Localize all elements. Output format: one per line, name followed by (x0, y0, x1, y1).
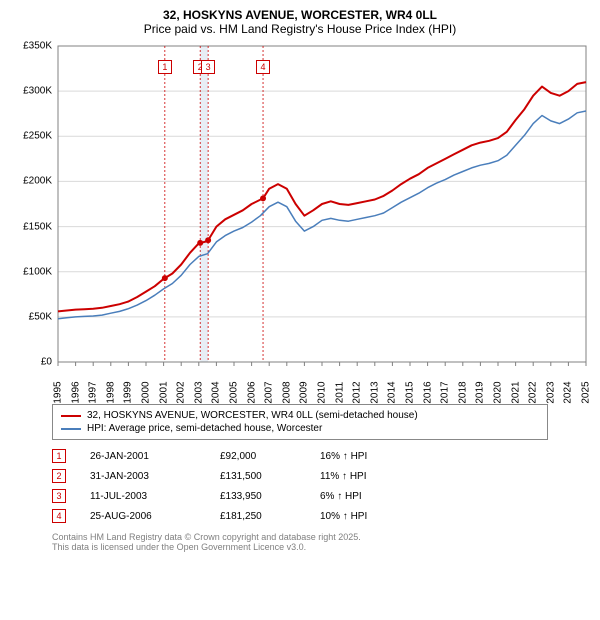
x-tick-label: 2024 (563, 381, 574, 403)
y-tick-label: £50K (29, 311, 52, 322)
x-tick-label: 2008 (281, 381, 292, 403)
transaction-price: £181,250 (220, 511, 320, 522)
chart-title: 32, HOSKYNS AVENUE, WORCESTER, WR4 0LL (12, 8, 588, 22)
x-tick-label: 2012 (352, 381, 363, 403)
x-tick-label: 2020 (493, 381, 504, 403)
x-tick-label: 1999 (123, 381, 134, 403)
x-tick-label: 2013 (369, 381, 380, 403)
transaction-date: 31-JAN-2003 (90, 471, 220, 482)
legend-label: HPI: Average price, semi-detached house,… (87, 423, 322, 434)
x-tick-label: 1997 (88, 381, 99, 403)
transaction-price: £92,000 (220, 451, 320, 462)
x-tick-label: 2023 (545, 381, 556, 403)
x-tick-label: 2016 (422, 381, 433, 403)
transaction-pct: 16% ↑ HPI (320, 451, 420, 462)
transaction-row: 1 26-JAN-2001£92,00016% ↑ HPI (52, 446, 548, 466)
transaction-price: £133,950 (220, 491, 320, 502)
legend-row: HPI: Average price, semi-detached house,… (61, 422, 539, 435)
chart-subtitle: Price paid vs. HM Land Registry's House … (12, 22, 588, 36)
x-tick-label: 2009 (299, 381, 310, 403)
x-tick-label: 2025 (581, 381, 592, 403)
legend-label: 32, HOSKYNS AVENUE, WORCESTER, WR4 0LL (… (87, 410, 418, 421)
x-tick-label: 2019 (475, 381, 486, 403)
x-tick-label: 2021 (510, 381, 521, 403)
chart-title-block: 32, HOSKYNS AVENUE, WORCESTER, WR4 0LL P… (12, 8, 588, 36)
y-tick-label: £150K (23, 221, 52, 232)
transaction-row: 4 25-AUG-2006£181,25010% ↑ HPI (52, 506, 548, 526)
transaction-row: 3 11-JUL-2003£133,9506% ↑ HPI (52, 486, 548, 506)
transaction-pct: 6% ↑ HPI (320, 491, 420, 502)
chart-area: £0 £50K £100K £150K £200K £250K £300K £350K 1995… (12, 40, 588, 400)
transaction-date: 26-JAN-2001 (90, 451, 220, 462)
sale-marker-3: 3 (201, 60, 215, 74)
x-tick-label: 2003 (193, 381, 204, 403)
x-tick-label: 1995 (53, 381, 64, 403)
transaction-date: 11-JUL-2003 (90, 491, 220, 502)
transaction-marker: 2 (52, 469, 66, 483)
x-tick-label: 2010 (317, 381, 328, 403)
x-tick-label: 2011 (334, 382, 345, 404)
x-tick-label: 2004 (211, 381, 222, 403)
x-tick-label: 2007 (264, 381, 275, 403)
x-tick-label: 1998 (105, 381, 116, 403)
legend-swatch (61, 415, 81, 417)
y-tick-label: £350K (23, 41, 52, 52)
y-tick-label: £250K (23, 131, 52, 142)
transaction-pct: 10% ↑ HPI (320, 511, 420, 522)
x-tick-label: 2017 (440, 381, 451, 403)
transaction-marker: 1 (52, 449, 66, 463)
transactions-table: 1 26-JAN-2001£92,00016% ↑ HPI 2 31-JAN-2003… (52, 446, 548, 526)
y-tick-label: £300K (23, 86, 52, 97)
sale-marker-4: 4 (256, 60, 270, 74)
x-tick-label: 2002 (176, 381, 187, 403)
x-tick-label: 2022 (528, 381, 539, 403)
transaction-marker: 4 (52, 509, 66, 523)
x-tick-label: 2005 (229, 381, 240, 403)
footer-line1: Contains HM Land Registry data © Crown c… (52, 532, 548, 542)
x-tick-label: 2006 (246, 381, 257, 403)
transaction-date: 25-AUG-2006 (90, 511, 220, 522)
transaction-pct: 11% ↑ HPI (320, 471, 420, 482)
x-tick-label: 1996 (70, 381, 81, 403)
chart-svg (12, 40, 588, 400)
y-tick-label: £200K (23, 176, 52, 187)
x-tick-label: 2000 (141, 381, 152, 403)
x-tick-label: 2015 (405, 381, 416, 403)
y-tick-label: £0 (41, 357, 52, 368)
x-tick-label: 2014 (387, 381, 398, 403)
legend: 32, HOSKYNS AVENUE, WORCESTER, WR4 0LL (… (52, 404, 548, 440)
x-tick-label: 2018 (457, 381, 468, 403)
legend-swatch (61, 428, 81, 430)
transaction-marker: 3 (52, 489, 66, 503)
footer-note: Contains HM Land Registry data © Crown c… (52, 532, 548, 552)
x-tick-label: 2001 (158, 381, 169, 403)
legend-row: 32, HOSKYNS AVENUE, WORCESTER, WR4 0LL (… (61, 409, 539, 422)
transaction-price: £131,500 (220, 471, 320, 482)
transaction-row: 2 31-JAN-2003£131,50011% ↑ HPI (52, 466, 548, 486)
footer-line2: This data is licensed under the Open Gov… (52, 542, 548, 552)
sale-marker-1: 1 (158, 60, 172, 74)
y-tick-label: £100K (23, 266, 52, 277)
